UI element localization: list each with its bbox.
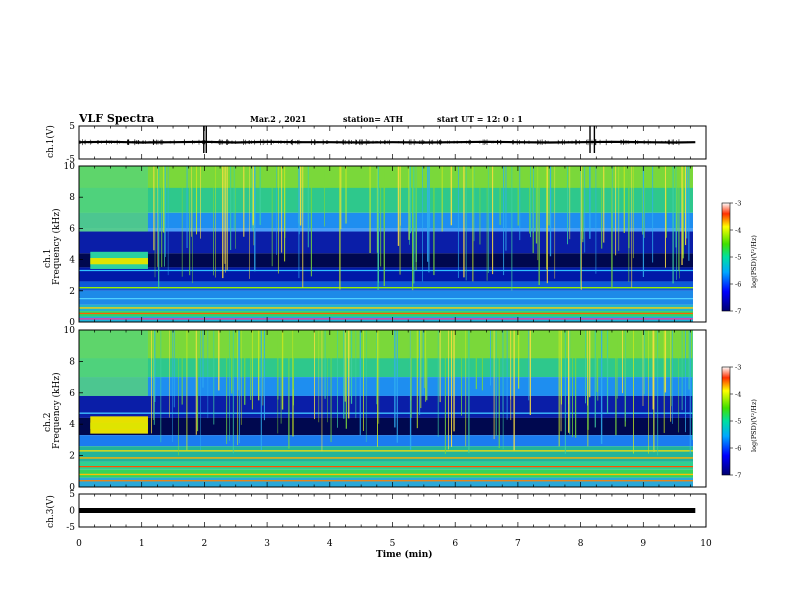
x-tick-label: 5 [390, 539, 396, 549]
spectrogram-early-core [90, 258, 148, 265]
spectrogram-band [79, 395, 693, 418]
x-tick-label: 4 [327, 539, 333, 549]
station-label: station= ATH [343, 114, 403, 124]
spectrogram-band [79, 166, 693, 188]
freq-tick-label: 2 [69, 287, 75, 297]
colorbar-tick-label: -5 [735, 418, 741, 426]
freq-tick-label: 4 [69, 256, 75, 266]
freq-tick-label: 4 [69, 420, 75, 430]
figure-title: VLF Spectra [78, 112, 154, 125]
spectrogram-band [79, 212, 693, 229]
x-tick-label: 10 [700, 539, 712, 549]
x-tick-label: 8 [578, 539, 584, 549]
ch1-wave-ytick-label: 5 [69, 122, 75, 132]
colorbar-tick-label: -4 [735, 227, 741, 235]
x-tick-label: 1 [139, 539, 145, 549]
ch2-colorbar-label: log(PSD)(V²/Hz) [750, 399, 758, 452]
x-tick-label: 0 [76, 539, 82, 549]
freq-tick-label: 6 [69, 389, 75, 399]
spectrogram-band [79, 435, 693, 447]
ch1-waveform-line [78, 140, 696, 144]
spectrogram-band [79, 253, 693, 268]
ch3-wave-ylabel: ch.3(V) [45, 495, 56, 528]
spectrogram-band [79, 231, 693, 254]
colorbar-tick-label: -3 [735, 200, 741, 208]
ch2-freq-ylabel: Frequency (kHz) [51, 372, 62, 449]
freq-tick-label: 10 [64, 326, 76, 336]
freq-tick-label: 10 [64, 162, 76, 172]
colorbar-tick-label: -7 [735, 472, 741, 480]
spectrogram-early-region [79, 166, 148, 232]
spectrogram-early-core [90, 422, 148, 429]
spectrogram-band [79, 281, 693, 291]
spectrogram-band [79, 477, 693, 487]
date-label: Mar.2 , 2021 [250, 114, 307, 124]
start-time-label: start UT = 12: 0 : 1 [437, 114, 523, 124]
spectrogram-band [79, 417, 693, 436]
freq-tick-label: 0 [69, 483, 75, 493]
spectrogram-band [79, 446, 693, 462]
colorbar-tick-label: -6 [735, 281, 741, 289]
colorbar-tick-label: -6 [735, 445, 741, 453]
ch3-wave-ytick-label: 5 [69, 490, 75, 500]
ch1-wave-ytick-label: -5 [66, 155, 75, 165]
ch3-waveform-panel: 5 0 -5 [66, 490, 707, 533]
spectrogram-band [79, 290, 693, 305]
freq-tick-label: 8 [69, 193, 75, 203]
freq-tick-label: 0 [69, 318, 75, 328]
freq-tick-label: 8 [69, 357, 75, 367]
ch2-spectrogram-panel: 0 2 4 6 8 10 [64, 326, 707, 493]
spectrogram-early-region [79, 330, 148, 396]
ch1-spectrogram-panel: 0 2 4 6 8 10 [64, 162, 707, 328]
ch2-spec-ylabel: ch.2 [43, 413, 53, 432]
freq-tick-label: 2 [69, 452, 75, 462]
ch1-freq-ylabel: Frequency (kHz) [51, 208, 62, 285]
ch1-colorbar-gradient [721, 202, 731, 312]
x-axis-label: Time (min) [376, 549, 433, 560]
ch1-waveform-panel: 5 -5 [66, 122, 707, 165]
freq-tick-label: 6 [69, 224, 75, 234]
colorbar-tick-label: -3 [735, 364, 741, 372]
spectrogram-band [79, 267, 693, 282]
colorbar-tick-label: -4 [735, 391, 741, 399]
ch2-colorbar-gradient [721, 366, 731, 476]
x-axis-ticks: 0 1 2 3 4 5 6 7 8 9 10 [76, 539, 712, 549]
spectrogram-band [79, 330, 693, 359]
x-tick-label: 7 [515, 539, 521, 549]
spectrogram-band [79, 228, 693, 232]
spectrogram-band [79, 461, 693, 470]
spectrogram-band [79, 377, 693, 396]
x-tick-label: 6 [452, 539, 458, 549]
ch3-wave-ytick-label: 0 [69, 507, 75, 517]
ch1-colorbar: -3 -4 -5 -6 -7 log(PSD)(V²/Hz) [721, 200, 758, 316]
spectrogram-blank-edge [693, 166, 706, 322]
ch1-colorbar-label: log(PSD)(V²/Hz) [750, 235, 758, 288]
spectrogram-band [79, 469, 693, 478]
ch1-spec-ylabel: ch.1 [43, 249, 53, 268]
ch1-wave-ylabel: ch.1(V) [45, 125, 56, 158]
colorbar-tick-label: -7 [735, 308, 741, 316]
ch3-wave-ytick-label: -5 [66, 523, 75, 533]
colorbar-tick-label: -5 [735, 254, 741, 262]
x-tick-label: 3 [264, 539, 270, 549]
x-tick-label: 9 [640, 539, 646, 549]
x-tick-label: 2 [202, 539, 208, 549]
ch2-colorbar: -3 -4 -5 -6 -7 log(PSD)(V²/Hz) [721, 364, 758, 480]
spectrogram-blank-edge [693, 330, 706, 487]
